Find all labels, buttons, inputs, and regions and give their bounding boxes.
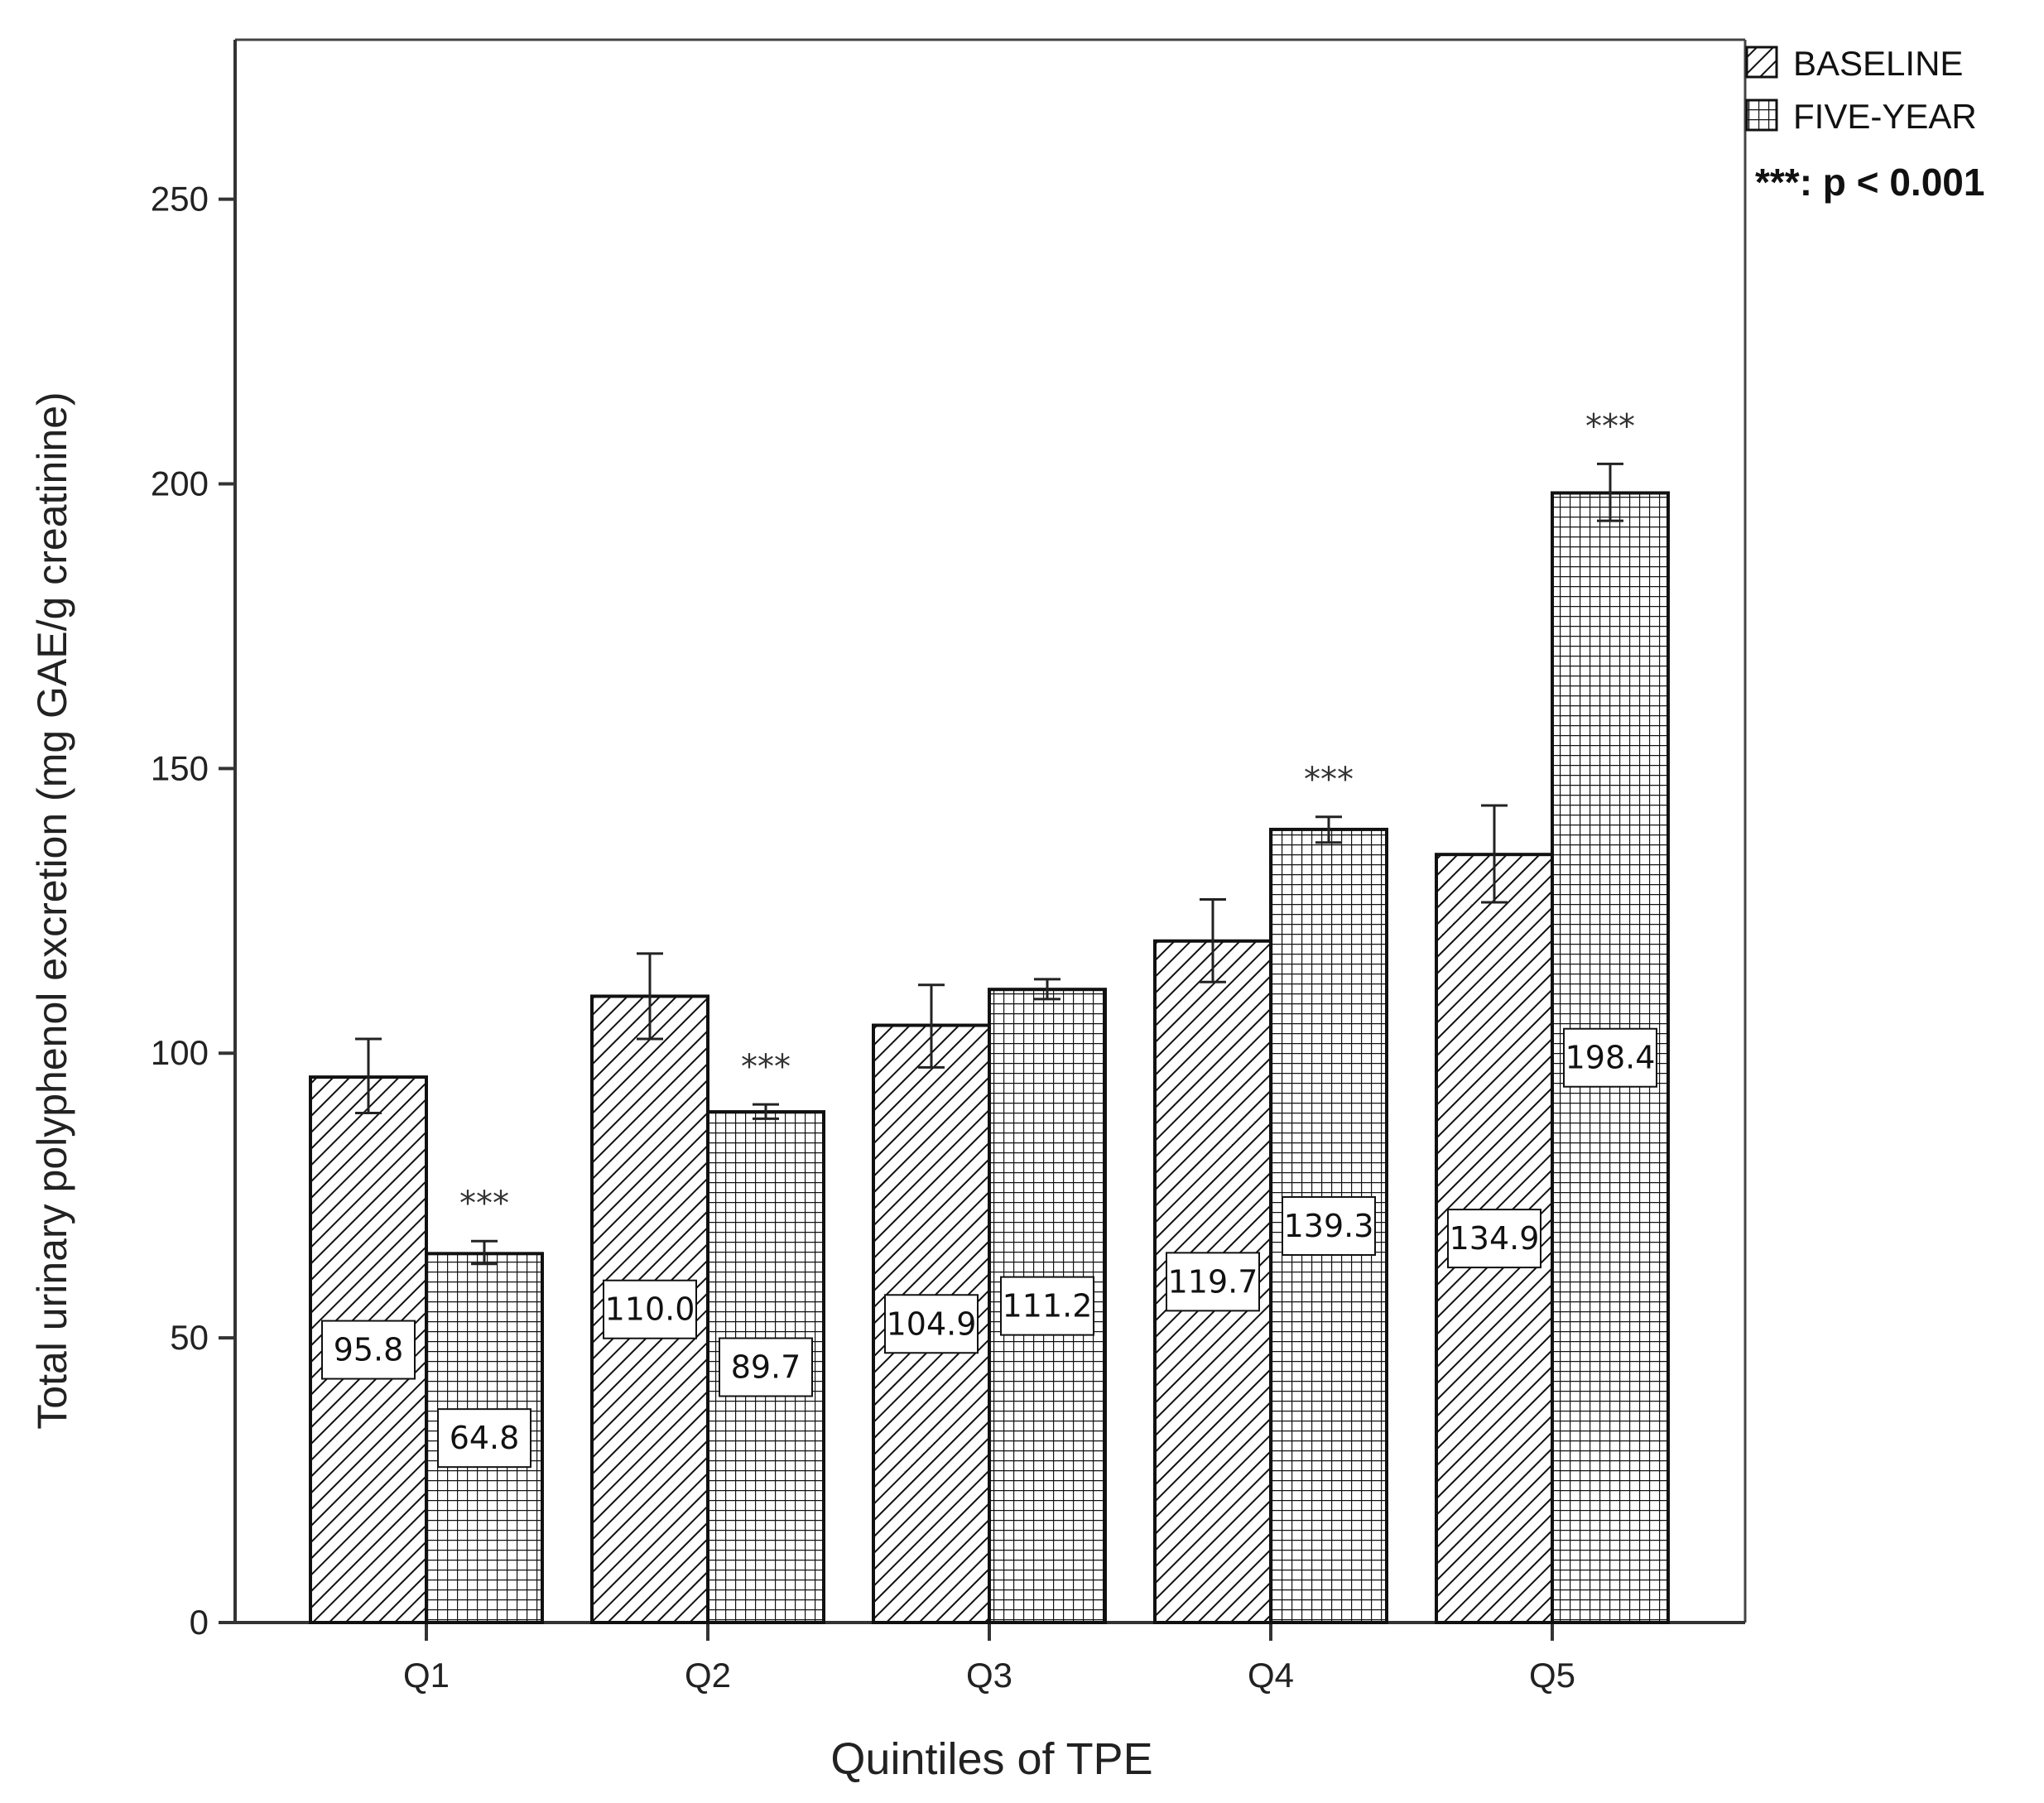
- legend-swatch-five-year: [1745, 99, 1778, 132]
- x-tick-label: Q2: [685, 1656, 731, 1695]
- value-label: 198.4: [1565, 1040, 1656, 1076]
- value-label-box: [719, 1337, 813, 1397]
- y-tick-label: 0: [190, 1603, 209, 1642]
- value-labels: 95.8 *** 64.8 110.0 *** 89.7 104.9 111.2 119.7 **…: [321, 407, 1657, 1469]
- significance-marker: ***: [1304, 761, 1354, 799]
- value-label: 64.8: [450, 1420, 520, 1456]
- value-label: 111.2: [1003, 1288, 1093, 1325]
- legend: BASELINE FIVE-YEAR ***: p < 0.001: [1745, 44, 1984, 204]
- value-label-box: [1000, 1276, 1094, 1336]
- value-label: 110.0: [605, 1291, 695, 1328]
- legend-item-baseline: BASELINE: [1745, 44, 1963, 83]
- value-label-box: [1563, 1027, 1657, 1088]
- value-label-box: [1282, 1195, 1376, 1256]
- value-label: 104.9: [887, 1305, 977, 1342]
- y-tick-label: 100: [151, 1033, 209, 1072]
- value-label-box: [884, 1294, 979, 1354]
- significance-note: ***: p < 0.001: [1755, 161, 1984, 204]
- value-label: 119.7: [1168, 1263, 1258, 1300]
- significance-marker: ***: [1585, 407, 1635, 445]
- y-tick-label: 200: [151, 464, 209, 502]
- y-tick-label: 50: [170, 1318, 209, 1357]
- y-axis: 0 50 100 150 200 250: [151, 40, 237, 1642]
- value-label: 89.7: [731, 1349, 801, 1386]
- y-axis-title: Total urinary polyphenol excretion (mg G…: [29, 392, 75, 1429]
- x-tick-label: Q1: [403, 1656, 450, 1695]
- value-label-box: [437, 1408, 531, 1469]
- legend-item-five-year: FIVE-YEAR: [1745, 97, 1977, 136]
- legend-swatch-baseline: [1745, 46, 1778, 79]
- plot-frame: [235, 38, 1747, 1623]
- value-label-box: [321, 1320, 416, 1380]
- legend-label-five-year: FIVE-YEAR: [1793, 97, 1977, 136]
- value-label-box: [603, 1279, 697, 1339]
- significance-marker: ***: [459, 1185, 509, 1223]
- x-axis: Q1 Q2 Q3 Q4 Q5: [235, 1621, 1745, 1695]
- value-label: 95.8: [334, 1332, 404, 1368]
- x-tick-label: Q3: [966, 1656, 1012, 1695]
- value-label-box: [1166, 1252, 1260, 1312]
- y-tick-label: 250: [151, 180, 209, 219]
- value-label: 134.9: [1450, 1220, 1540, 1257]
- x-axis-title: Quintiles of TPE: [830, 1734, 1152, 1784]
- y-tick-label: 150: [151, 748, 209, 787]
- value-label-box: [1447, 1209, 1541, 1269]
- value-label: 139.3: [1284, 1208, 1374, 1244]
- significance-marker: ***: [741, 1048, 791, 1086]
- x-tick-label: Q4: [1248, 1656, 1294, 1695]
- legend-label-baseline: BASELINE: [1793, 44, 1963, 83]
- x-tick-label: Q5: [1529, 1656, 1575, 1695]
